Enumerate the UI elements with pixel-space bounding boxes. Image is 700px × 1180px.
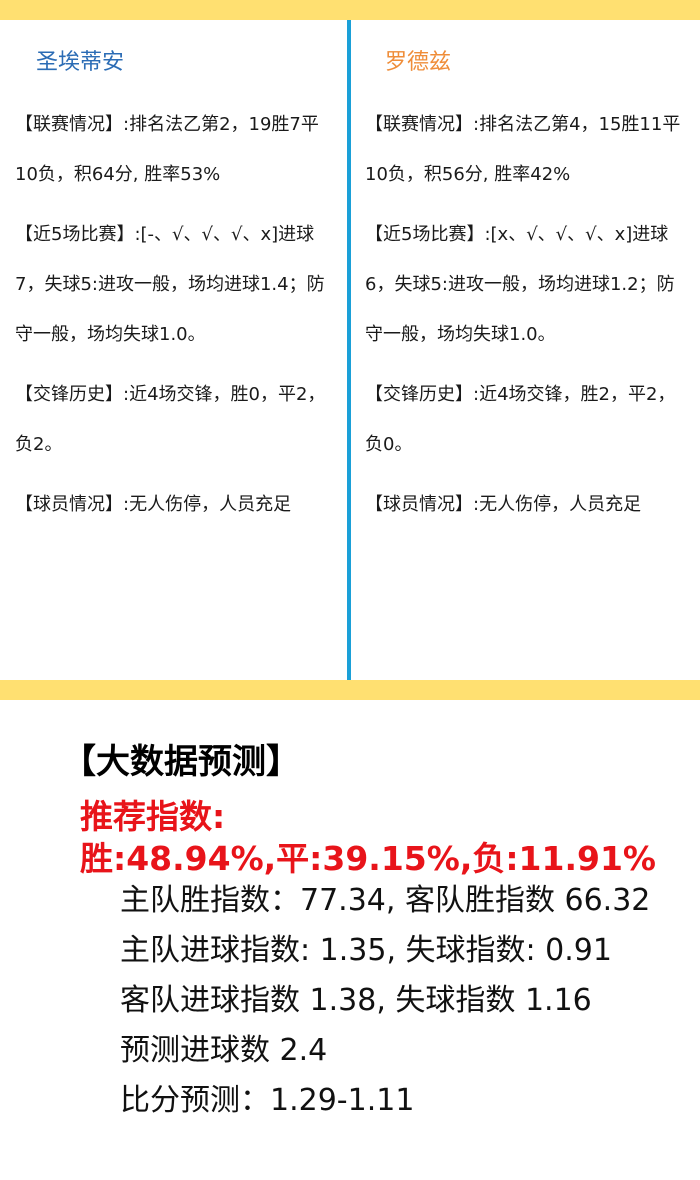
away-league-info: 【联赛情况】:排名法乙第4，15胜11平10负，积56分, 胜率42% xyxy=(365,114,681,185)
away-team-panel: 罗德兹 【联赛情况】:排名法乙第4，15胜11平10负，积56分, 胜率42% … xyxy=(351,20,700,680)
away-player-status: 【球员情况】:无人伤停，人员充足 xyxy=(365,494,642,515)
score-prediction-line: 比分预测：1.29-1.11 xyxy=(120,1083,415,1118)
away-recent-matches: 【近5场比赛】:[x、√、√、√、x]进球6，失球5:进攻一般，场均进球1.2；… xyxy=(365,224,675,345)
prediction-section: 【大数据预测】 推荐指数: 胜:48.94%,平:39.15%,负:11.91%… xyxy=(0,700,700,1180)
predicted-goals-line: 预测进球数 2.4 xyxy=(120,1033,328,1068)
column-divider xyxy=(347,20,351,680)
recommend-values: 胜:48.94%,平:39.15%,负:11.91% xyxy=(80,839,657,878)
recommend-label: 推荐指数: xyxy=(80,797,226,836)
away-head-to-head: 【交锋历史】:近4场交锋，胜2，平2，负0。 xyxy=(365,384,676,455)
prediction-stats: 主队胜指数：77.34, 客队胜指数 66.32 主队进球指数: 1.35, 失… xyxy=(120,876,650,1126)
recommendation-block: 推荐指数: 胜:48.94%,平:39.15%,负:11.91% xyxy=(80,796,656,880)
home-team-panel: 圣埃蒂安 【联赛情况】:排名法乙第2，19胜7平10负，积64分, 胜率53% … xyxy=(0,20,347,680)
home-recent-matches: 【近5场比赛】:[-、√、√、√、x]进球7，失球5:进攻一般，场均进球1.4；… xyxy=(15,224,325,345)
away-team-name: 罗德兹 xyxy=(385,50,452,75)
home-league-info: 【联赛情况】:排名法乙第2，19胜7平10负，积64分, 胜率53% xyxy=(15,114,319,185)
home-goal-index-line: 主队进球指数: 1.35, 失球指数: 0.91 xyxy=(120,933,612,968)
top-yellow-bar xyxy=(0,0,700,20)
away-goal-index-line: 客队进球指数 1.38, 失球指数 1.16 xyxy=(120,983,592,1018)
home-head-to-head: 【交锋历史】:近4场交锋，胜0，平2，负2。 xyxy=(15,384,326,455)
home-player-status: 【球员情况】:无人伤停，人员充足 xyxy=(15,494,292,515)
middle-yellow-bar xyxy=(0,680,700,700)
home-team-name: 圣埃蒂安 xyxy=(36,50,125,75)
home-win-index-line: 主队胜指数：77.34, 客队胜指数 66.32 xyxy=(120,883,651,918)
prediction-title: 【大数据预测】 xyxy=(62,742,300,782)
